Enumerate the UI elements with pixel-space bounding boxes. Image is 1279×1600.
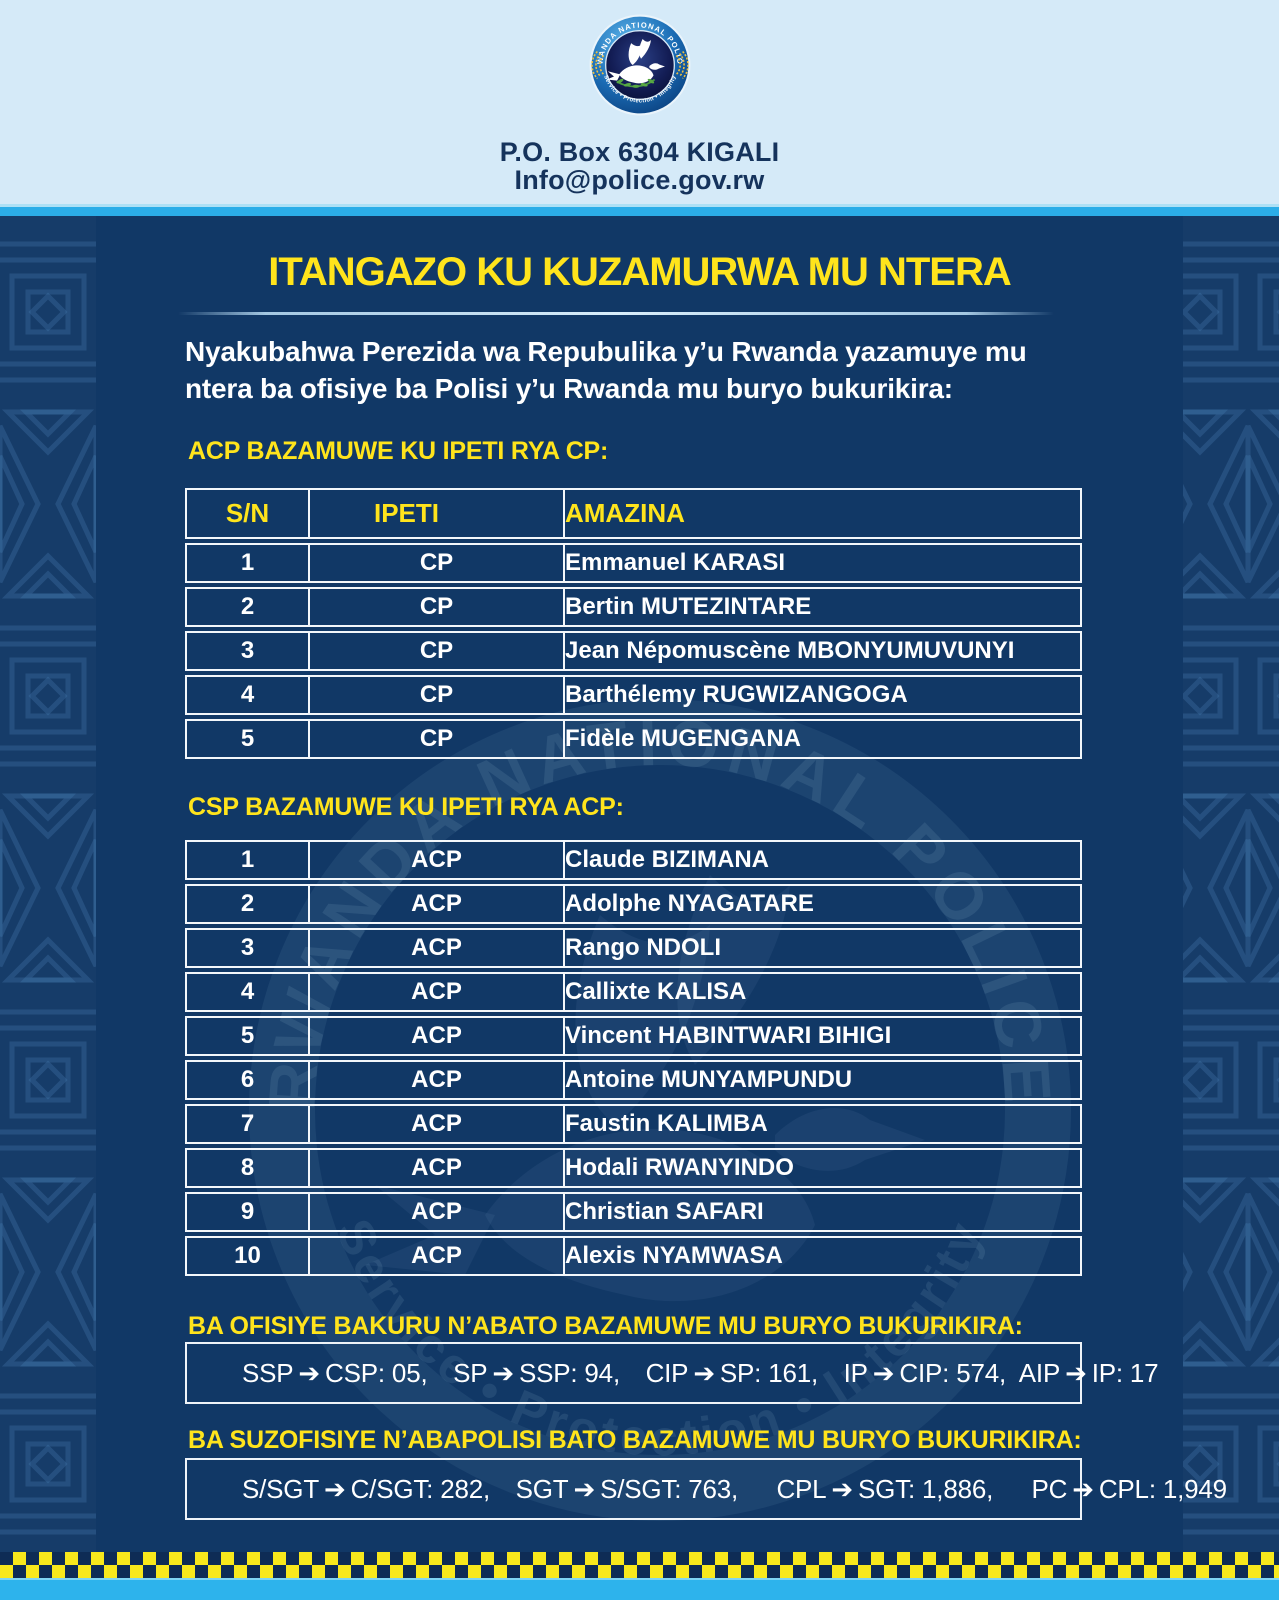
table-row: 4 CP Barthélemy RUGWIZANGOGA [185, 675, 1082, 715]
name-cell: Callixte KALISA [565, 972, 1082, 1012]
table-row: 3 ACP Rango NDOLI [185, 928, 1082, 968]
sn-cell: 1 [185, 840, 310, 880]
rank-cell: CP [310, 587, 565, 627]
sn-cell: 8 [185, 1148, 310, 1188]
column-header-amazina: AMAZINA [565, 488, 1082, 539]
table-row: 3 CP Jean Népomuscène MBONYUMUVUNYI [185, 631, 1082, 671]
header: RWANDA NATIONAL POLICE Service • Protect… [0, 0, 1279, 204]
name-cell: Jean Népomuscène MBONYUMUVUNYI [565, 631, 1082, 671]
rank-cell: ACP [310, 840, 565, 880]
table-row: 5 CP Fidèle MUGENGANA [185, 719, 1082, 759]
name-cell: Alexis NYAMWASA [565, 1236, 1082, 1276]
table-row: 1 CP Emmanuel KARASI [185, 543, 1082, 583]
cp-promotion-table: S/N IPETI AMAZINA 1 CP Emmanuel KARASI 2… [185, 484, 1082, 763]
officers-summary-line: SSP ➔ CSP: 05, SP ➔ SSP: 94, CIP ➔ SP: 1… [242, 1357, 1159, 1388]
table-row: 6 ACP Antoine MUNYAMPUNDU [185, 1060, 1082, 1100]
section-heading-cp: ACP BAZAMUWE KU IPETI RYA CP: [188, 437, 609, 465]
email-text: Info@police.gov.rw [514, 165, 765, 195]
table-row: 10 ACP Alexis NYAMWASA [185, 1236, 1082, 1276]
main-panel: RWANDA NATIONAL POLICE Service • Protect… [0, 216, 1279, 1552]
table-row: 7 ACP Faustin KALIMBA [185, 1104, 1082, 1144]
name-cell: Emmanuel KARASI [565, 543, 1082, 583]
sn-cell: 5 [185, 1016, 310, 1056]
imigongo-pattern-right [1183, 216, 1279, 1552]
rank-cell: ACP [310, 1104, 565, 1144]
table-row: 1 ACP Claude BIZIMANA [185, 840, 1082, 880]
rank-cell: ACP [310, 928, 565, 968]
name-cell: Bertin MUTEZINTARE [565, 587, 1082, 627]
rank-cell: CP [310, 675, 565, 715]
name-cell: Rango NDOLI [565, 928, 1082, 968]
rnp-logo-icon: RWANDA NATIONAL POLICE Service • Protect… [585, 6, 691, 116]
rnp-logo: RWANDA NATIONAL POLICE Service • Protect… [585, 6, 692, 117]
table-row: 4 ACP Callixte KALISA [185, 972, 1082, 1012]
title-divider [178, 312, 1054, 315]
sn-cell: 9 [185, 1192, 310, 1232]
imigongo-pattern-left [0, 216, 96, 1552]
rank-cell: ACP [310, 972, 565, 1012]
rank-cell: CP [310, 719, 565, 759]
rank-cell: ACP [310, 1016, 565, 1056]
checker-strip [0, 1552, 1279, 1578]
table-row: 5 ACP Vincent HABINTWARI BIHIGI [185, 1016, 1082, 1056]
dove-icon [606, 39, 665, 84]
sn-cell: 2 [185, 884, 310, 924]
section-heading-officers: BA OFISIYE BAKURU N’ABATO BAZAMUWE MU BU… [188, 1312, 1023, 1340]
rank-cell: ACP [310, 1060, 565, 1100]
sn-cell: 7 [185, 1104, 310, 1144]
cyan-divider-top [0, 204, 1279, 216]
rank-cell: ACP [310, 1236, 565, 1276]
name-cell: Christian SAFARI [565, 1192, 1082, 1232]
name-cell: Barthélemy RUGWIZANGOGA [565, 675, 1082, 715]
name-cell: Hodali RWANYINDO [565, 1148, 1082, 1188]
table-row: 2 CP Bertin MUTEZINTARE [185, 587, 1082, 627]
po-box-text: P.O. Box 6304 KIGALI [499, 137, 780, 167]
logo-core [605, 30, 675, 100]
column-header-ipeti: IPETI [310, 488, 565, 539]
section-heading-juniors: BA SUZOFISIYE N’ABAPOLISI BATO BAZAMUWE … [188, 1426, 1082, 1454]
logo-laurel-right-icon [675, 50, 689, 80]
sn-cell: 5 [185, 719, 310, 759]
name-cell: Adolphe NYAGATARE [565, 884, 1082, 924]
rank-cell: ACP [310, 884, 565, 924]
name-cell: Antoine MUNYAMPUNDU [565, 1060, 1082, 1100]
section-heading-acp: CSP BAZAMUWE KU IPETI RYA ACP: [188, 793, 624, 821]
sn-cell: 3 [185, 928, 310, 968]
column-header-sn: S/N [185, 488, 310, 539]
intro-paragraph: Nyakubahwa Perezida wa Repubulika y’u Rw… [185, 336, 1027, 404]
rank-cell: CP [310, 631, 565, 671]
name-cell: Claude BIZIMANA [565, 840, 1082, 880]
officers-summary-box: SSP ➔ CSP: 05, SP ➔ SSP: 94, CIP ➔ SP: 1… [185, 1342, 1159, 1404]
table-row: 9 ACP Christian SAFARI [185, 1192, 1082, 1232]
sn-cell: 1 [185, 543, 310, 583]
sn-cell: 4 [185, 972, 310, 1012]
name-cell: Vincent HABINTWARI BIHIGI [565, 1016, 1082, 1056]
sn-cell: 6 [185, 1060, 310, 1100]
table-row: 8 ACP Hodali RWANYINDO [185, 1148, 1082, 1188]
rank-cell: CP [310, 543, 565, 583]
sn-cell: 2 [185, 587, 310, 627]
cyan-strip-bottom [0, 1578, 1279, 1600]
sn-cell: 4 [185, 675, 310, 715]
page-title: ITANGAZO KU KUZAMURWA MU NTERA [268, 250, 1012, 294]
rank-cell: ACP [310, 1148, 565, 1188]
juniors-summary-box: S/SGT ➔ C/SGT: 282, SGT ➔ S/SGT: 763, CP… [185, 1458, 1227, 1520]
logo-laurel-left-icon [591, 50, 605, 80]
acp-promotion-table: 1 ACP Claude BIZIMANA 2 ACP Adolphe NYAG… [185, 836, 1082, 1280]
table-header-row: S/N IPETI AMAZINA [185, 488, 1082, 539]
sn-cell: 10 [185, 1236, 310, 1276]
table-row: 2 ACP Adolphe NYAGATARE [185, 884, 1082, 924]
sn-cell: 3 [185, 631, 310, 671]
olive-branch-icon [616, 78, 656, 88]
juniors-summary-line: S/SGT ➔ C/SGT: 282, SGT ➔ S/SGT: 763, CP… [242, 1473, 1227, 1504]
name-cell: Faustin KALIMBA [565, 1104, 1082, 1144]
name-cell: Fidèle MUGENGANA [565, 719, 1082, 759]
rank-cell: ACP [310, 1192, 565, 1232]
